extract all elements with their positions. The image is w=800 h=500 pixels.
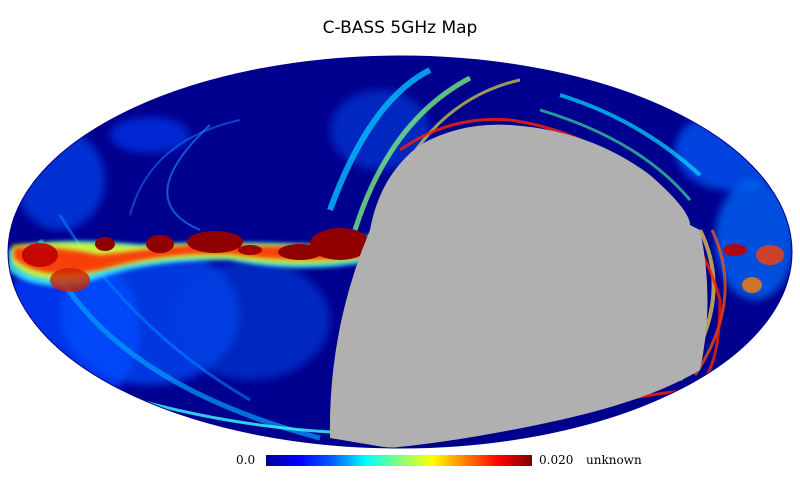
hot-region	[278, 244, 322, 260]
hot-region	[146, 235, 174, 253]
galactic-plane	[8, 228, 784, 293]
hot-region	[238, 245, 262, 255]
map-border	[7, 55, 793, 449]
hot-region	[95, 237, 115, 251]
colorbar-max-label: 0.020	[539, 453, 574, 467]
hot-region	[310, 228, 370, 260]
hot-region	[22, 243, 58, 267]
unobserved-region	[329, 124, 708, 448]
colorbar-min-label: 0.0	[236, 453, 256, 467]
colorbar	[266, 455, 532, 466]
hot-region	[50, 268, 90, 292]
colorbar-unit-label: unknown	[586, 453, 642, 467]
map-title: C-BASS 5GHz Map	[322, 18, 478, 38]
hot-region	[187, 231, 243, 253]
